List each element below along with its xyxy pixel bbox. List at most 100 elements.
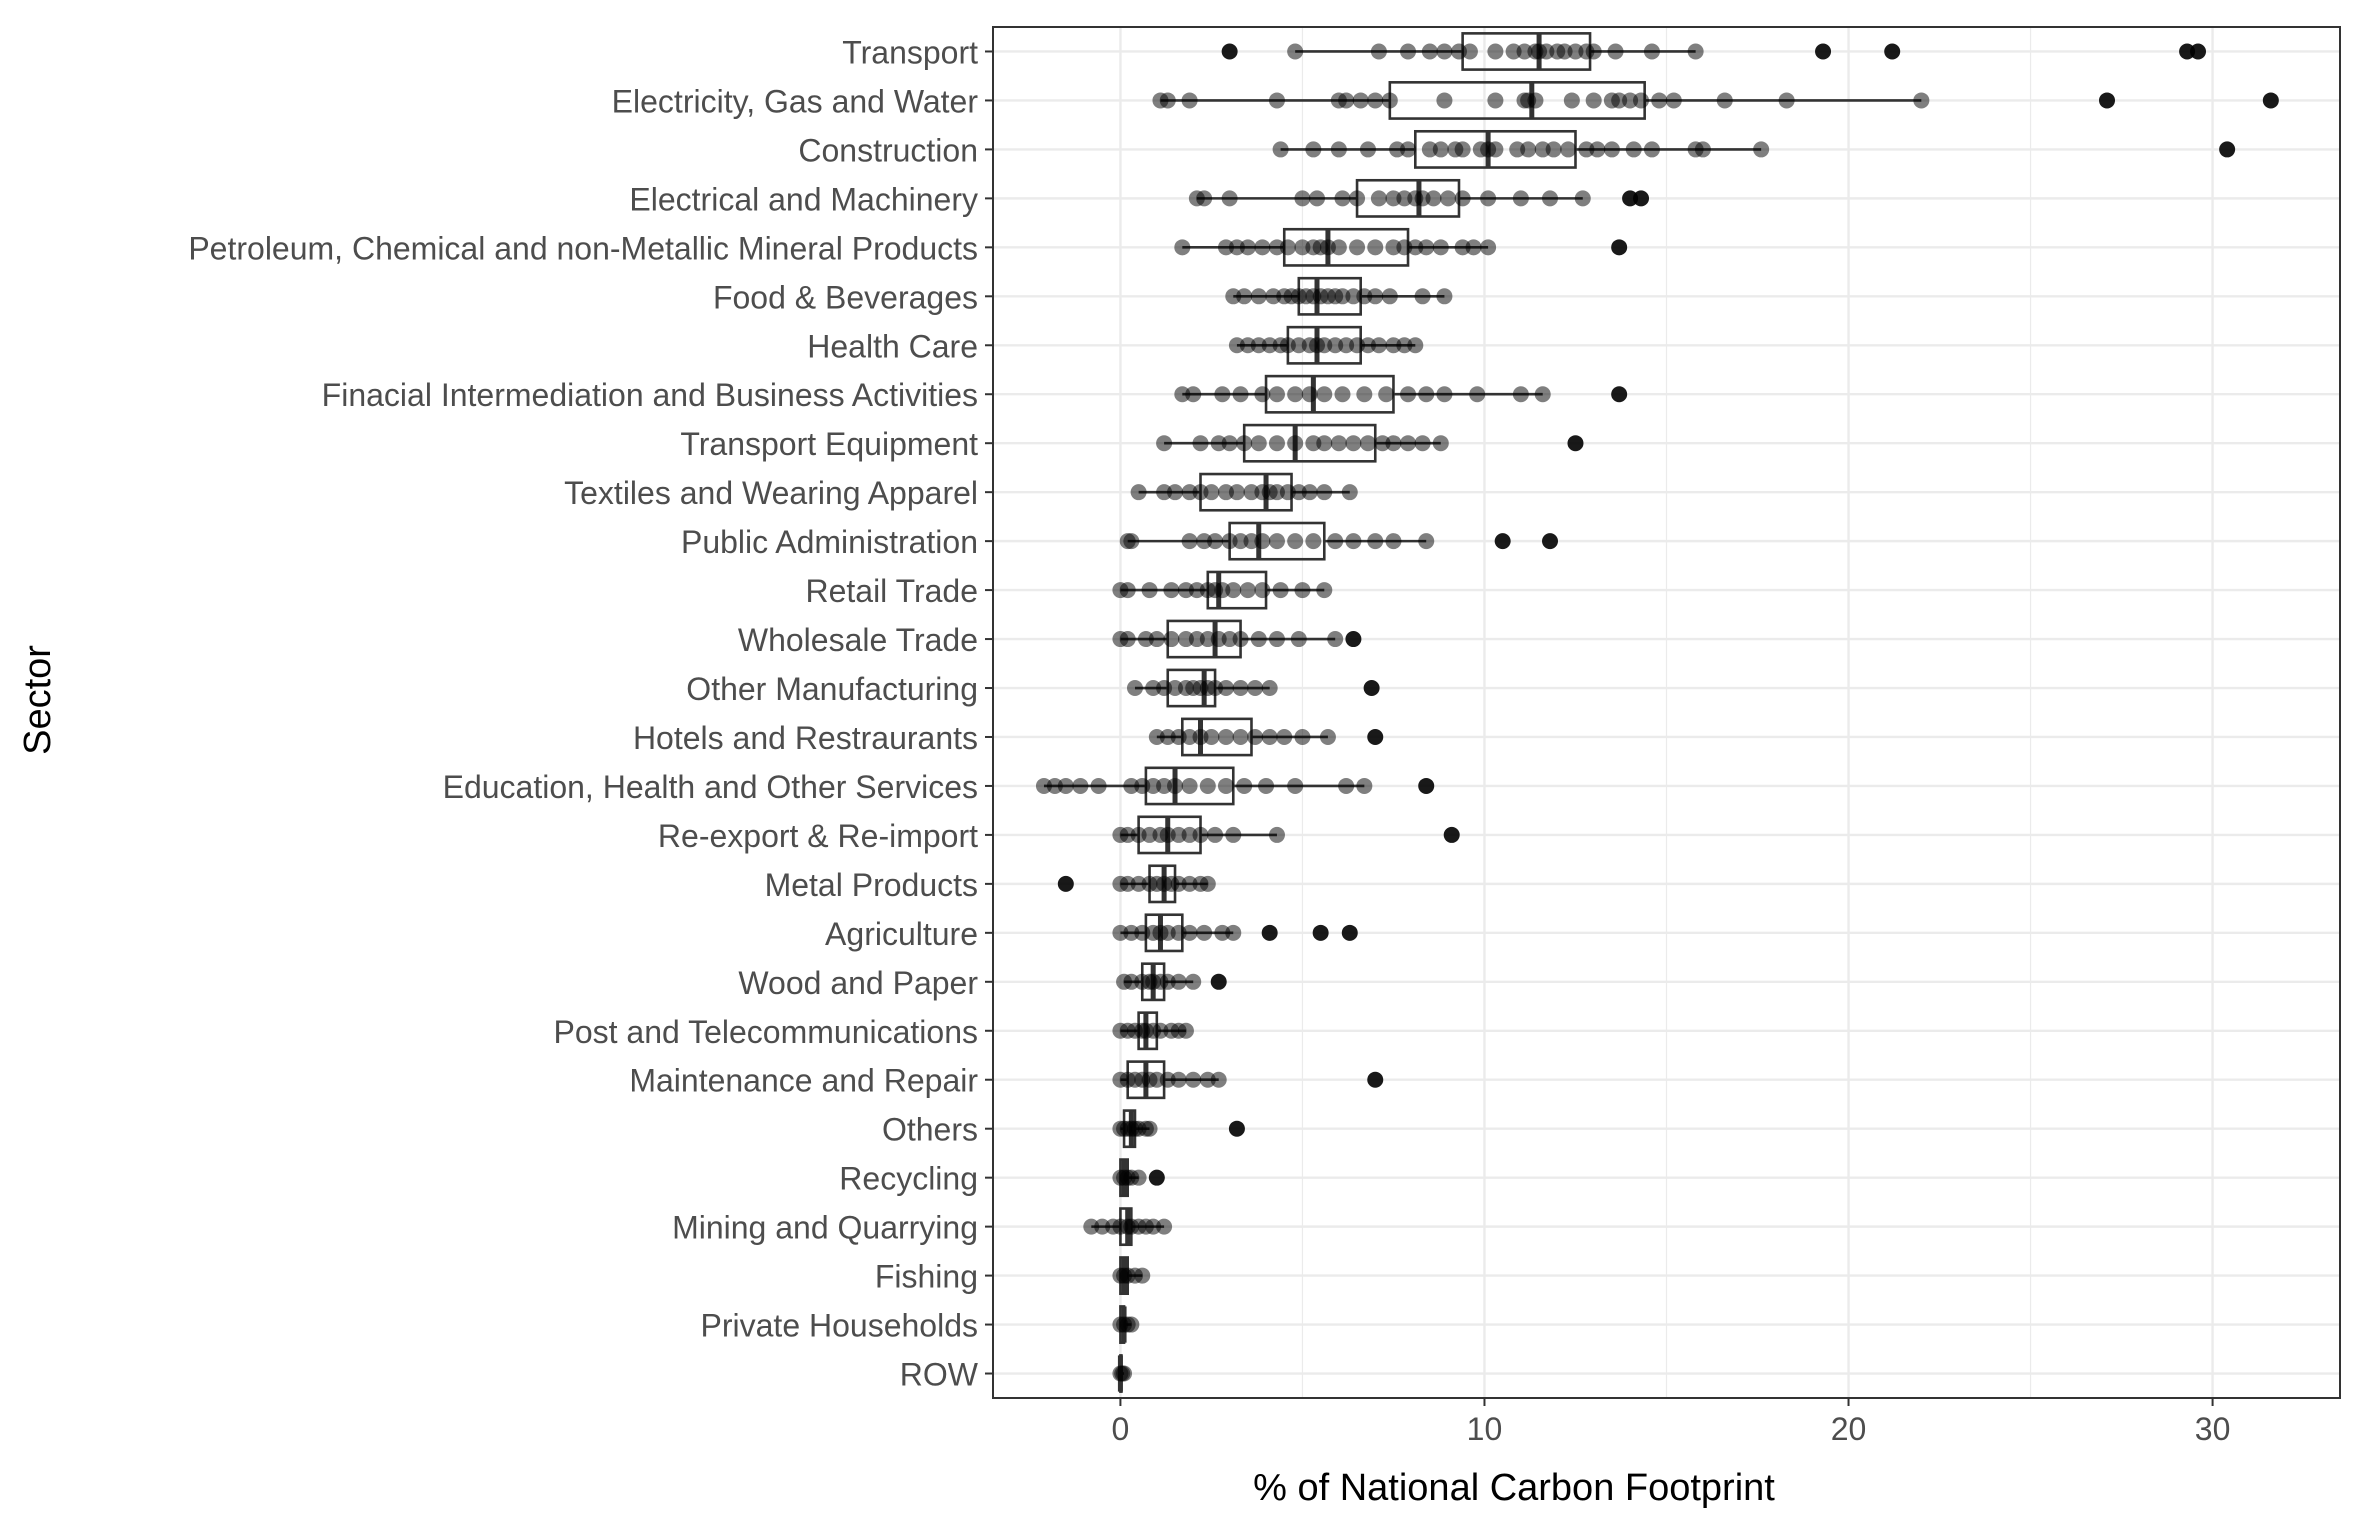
data-point <box>1338 777 1355 794</box>
data-point <box>1185 973 1202 990</box>
data-point <box>1567 435 1584 452</box>
data-point <box>1156 1218 1173 1235</box>
data-point <box>1341 924 1358 941</box>
data-point <box>1436 43 1453 60</box>
data-point <box>1217 680 1234 697</box>
data-point <box>1268 435 1285 452</box>
data-point <box>1170 1071 1187 1088</box>
data-point <box>1247 680 1264 697</box>
data-point <box>1520 141 1537 158</box>
y-tick-label: Food & Beverages <box>713 279 978 315</box>
data-point <box>1603 141 1620 158</box>
data-point <box>1560 141 1577 158</box>
data-point <box>1381 288 1398 305</box>
data-point <box>1338 92 1355 109</box>
data-point <box>1287 533 1304 550</box>
y-tick-label: Health Care <box>807 328 978 364</box>
data-point <box>1414 288 1431 305</box>
panel-border <box>992 26 2341 1399</box>
data-point <box>1651 92 1668 109</box>
data-point <box>1261 728 1278 745</box>
data-point <box>1341 484 1358 501</box>
data-point <box>1177 1022 1194 1039</box>
data-point <box>1327 533 1344 550</box>
data-point <box>1778 92 1795 109</box>
data-point <box>1545 141 1562 158</box>
data-point <box>1381 92 1398 109</box>
data-point <box>1254 582 1271 599</box>
data-point <box>1294 728 1311 745</box>
data-point <box>1454 190 1471 207</box>
data-point <box>1432 239 1449 256</box>
data-point <box>1221 435 1238 452</box>
y-tick-label: Metal Products <box>765 867 978 903</box>
data-point <box>1454 141 1471 158</box>
data-point <box>1185 1071 1202 1088</box>
y-axis-ticks: Transport Electricity, Gas and Water Const… <box>188 34 993 1393</box>
data-point <box>1512 386 1529 403</box>
data-point <box>1349 239 1366 256</box>
data-point <box>1563 92 1580 109</box>
data-point <box>1589 141 1606 158</box>
data-point <box>1534 386 1551 403</box>
data-point <box>1913 92 1930 109</box>
data-point <box>1221 43 1238 60</box>
data-point <box>1316 435 1333 452</box>
data-point <box>1141 1120 1158 1137</box>
data-point <box>1370 43 1387 60</box>
data-point <box>1254 239 1271 256</box>
data-point <box>1174 239 1191 256</box>
y-tick-label: Post and Telecommunications <box>553 1014 978 1050</box>
data-point <box>1119 582 1136 599</box>
data-point <box>1232 631 1249 648</box>
data-point <box>1287 386 1304 403</box>
data-point <box>1232 680 1249 697</box>
data-point <box>1261 680 1278 697</box>
data-point <box>1349 190 1366 207</box>
data-point <box>1199 777 1216 794</box>
data-point <box>1116 1365 1133 1382</box>
data-point <box>1167 484 1184 501</box>
data-point <box>1225 582 1242 599</box>
data-point <box>1181 777 1198 794</box>
data-point <box>1385 533 1402 550</box>
data-point <box>1665 92 1682 109</box>
data-point <box>1130 484 1147 501</box>
data-point <box>1192 435 1209 452</box>
y-tick-label: Hotels and Restraurants <box>633 720 978 756</box>
data-point <box>1196 924 1213 941</box>
data-point <box>1345 533 1362 550</box>
data-point <box>1884 43 1901 60</box>
data-point <box>1287 777 1304 794</box>
data-point <box>1359 141 1376 158</box>
data-point <box>1400 141 1417 158</box>
data-point <box>1512 190 1529 207</box>
data-point <box>1057 777 1074 794</box>
y-tick-label: Retail Trade <box>805 573 978 609</box>
data-point <box>1440 190 1457 207</box>
data-point <box>1181 533 1198 550</box>
data-point <box>2219 141 2236 158</box>
data-point <box>1607 43 1624 60</box>
data-point <box>1633 92 1650 109</box>
y-tick-label: Electrical and Machinery <box>629 181 978 217</box>
data-point <box>1225 826 1242 843</box>
data-point <box>1057 875 1074 892</box>
data-point <box>1207 826 1224 843</box>
data-point <box>1309 190 1326 207</box>
data-point <box>1232 728 1249 745</box>
data-point <box>1250 631 1267 648</box>
data-point <box>1418 386 1435 403</box>
y-tick-label: Others <box>882 1112 978 1148</box>
data-point <box>1367 288 1384 305</box>
data-point <box>1480 239 1497 256</box>
data-point <box>1367 239 1384 256</box>
data-point <box>1272 582 1289 599</box>
data-point <box>1316 386 1333 403</box>
y-axis-title: Sector <box>17 645 59 755</box>
y-tick-label: Textiles and Wearing Apparel <box>564 475 978 511</box>
data-point <box>1367 92 1384 109</box>
data-point <box>1436 92 1453 109</box>
data-point <box>1418 777 1435 794</box>
